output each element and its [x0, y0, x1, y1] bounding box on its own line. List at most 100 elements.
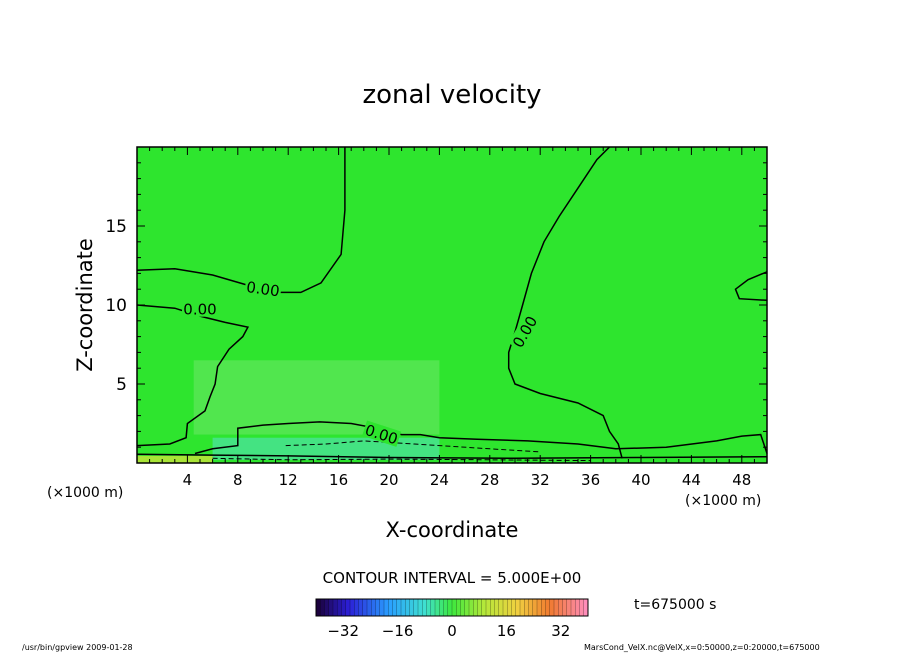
x-tick-label: 12: [279, 471, 298, 489]
colorbar-cell: [575, 599, 580, 616]
colorbar-cell: [490, 599, 495, 616]
colorbar-cell: [562, 599, 568, 616]
colorbar-cell: [384, 599, 389, 616]
y-tick-label: 15: [105, 217, 127, 237]
x-tick-label: 8: [233, 471, 243, 489]
colorbar-cell: [554, 599, 559, 616]
fill-patches: [137, 360, 440, 463]
colorbar-cell: [566, 599, 572, 616]
colorbar-cell: [341, 599, 347, 616]
colorbar-cell: [473, 599, 478, 616]
colorbar-cell: [583, 599, 589, 616]
colorbar-cell: [379, 599, 385, 616]
colorbar-cell: [545, 599, 551, 616]
colorbar-cell: [371, 599, 376, 616]
x-tick-label: 24: [430, 471, 449, 489]
colorbar-frame: [315, 598, 589, 617]
x-tick-label: 48: [732, 471, 751, 489]
y-tick-label: 10: [105, 296, 127, 316]
colorbar-cell: [324, 599, 330, 616]
zero-contour-left-mid: [136, 304, 250, 447]
colorbar-cell: [469, 599, 474, 616]
colorbar-cell: [443, 599, 449, 616]
plot-area: 0.000.000.000.00: [136, 146, 768, 464]
contour-label: 0.00: [245, 278, 281, 300]
colorbar-cell: [532, 599, 538, 616]
colorbar-cell: [515, 599, 521, 616]
zero-contour-central: [507, 146, 623, 459]
chart-title: zonal velocity: [362, 80, 541, 110]
negative-contour: [285, 440, 541, 453]
colorbar-cell: [328, 599, 334, 616]
colorbar-cell: [345, 599, 351, 616]
contour-interval-label: CONTOUR INTERVAL = 5.000E+00: [323, 569, 582, 587]
colorbar-cell: [375, 599, 381, 616]
colorbar-cell: [558, 599, 563, 616]
colorbar-cell: [464, 599, 470, 616]
x-tick-labels: 4 8 12 16 20 24 28 32 36 40 44 48: [183, 471, 752, 489]
cyan-fill-patch: [212, 437, 440, 460]
colorbar-cell: [494, 599, 500, 616]
colorbar-ticks: −32 −16 0 16 32: [327, 622, 570, 640]
colorbar-cell: [571, 599, 576, 616]
colorbar-cell: [388, 599, 393, 616]
colorbar-cell: [486, 599, 491, 616]
colorbar-tick-label: 16: [497, 622, 516, 640]
colorbar-cell: [405, 599, 410, 616]
colorbar-cell: [520, 599, 525, 616]
colorbar-cell: [503, 599, 508, 616]
light-fill-patch: [193, 360, 440, 435]
x-tick-label: 36: [581, 471, 600, 489]
x-unit-right: (×1000 m): [685, 493, 761, 509]
footer-left: /usr/bin/gpview 2009-01-28: [22, 643, 133, 652]
colorbar-cell: [316, 599, 321, 616]
colorbar-cell: [350, 599, 355, 616]
colorbar-cell: [498, 599, 504, 616]
colorbar-cell: [481, 599, 487, 616]
x-unit-left: (×1000 m): [47, 485, 123, 501]
colorbar-cells: [315, 599, 589, 616]
contour-label: 0.00: [183, 301, 216, 319]
colorbar-cell: [333, 599, 338, 616]
x-tick-label: 16: [329, 471, 348, 489]
y-tick-labels: 5 10 15: [105, 217, 127, 395]
time-label: t=675000 s: [634, 597, 716, 613]
colorbar-cell: [401, 599, 406, 616]
colorbar-cell: [447, 599, 453, 616]
x-tick-label: 32: [531, 471, 550, 489]
x-tick-label: 40: [631, 471, 650, 489]
colorbar-cell: [362, 599, 368, 616]
colorbar-tick-label: 0: [447, 622, 457, 640]
colorbar-cell: [524, 599, 529, 616]
colorbar-cell: [358, 599, 364, 616]
colorbar-cell: [418, 599, 423, 616]
y-axis-label: Z-coordinate: [73, 238, 97, 372]
colorbar-tick-label: 32: [551, 622, 570, 640]
colorbar-cell: [541, 599, 546, 616]
zero-contour-right-loop: [734, 271, 768, 302]
colorbar-cell: [430, 599, 436, 616]
colorbar-cell: [460, 599, 466, 616]
colorbar-cell: [422, 599, 427, 616]
zero-contour-lower-band: [194, 421, 768, 455]
colorbar-cell: [528, 599, 534, 616]
colorbar-cell: [452, 599, 457, 616]
colorbar-cell: [337, 599, 342, 616]
footer-right: MarsCond_VelX.nc@VelX,x=0:50000,z=0:2000…: [584, 643, 820, 652]
x-tick-label: 20: [379, 471, 398, 489]
colorbar-cell: [413, 599, 419, 616]
colorbar-cell: [579, 599, 585, 616]
y-tick-label: 5: [116, 375, 127, 395]
x-tick-label: 4: [183, 471, 193, 489]
colorbar-cell: [320, 599, 325, 616]
colorbar-tick-label: −16: [382, 622, 414, 640]
colorbar-cell: [367, 599, 372, 616]
colorbar-cell: [439, 599, 444, 616]
colorbar-cell: [354, 599, 359, 616]
colorbar: −32 −16 0 16 32: [315, 598, 589, 640]
zero-contour-upper-left: [136, 147, 346, 294]
colorbar-cell: [507, 599, 512, 616]
colorbar-cell: [409, 599, 415, 616]
colorbar-cell: [549, 599, 555, 616]
